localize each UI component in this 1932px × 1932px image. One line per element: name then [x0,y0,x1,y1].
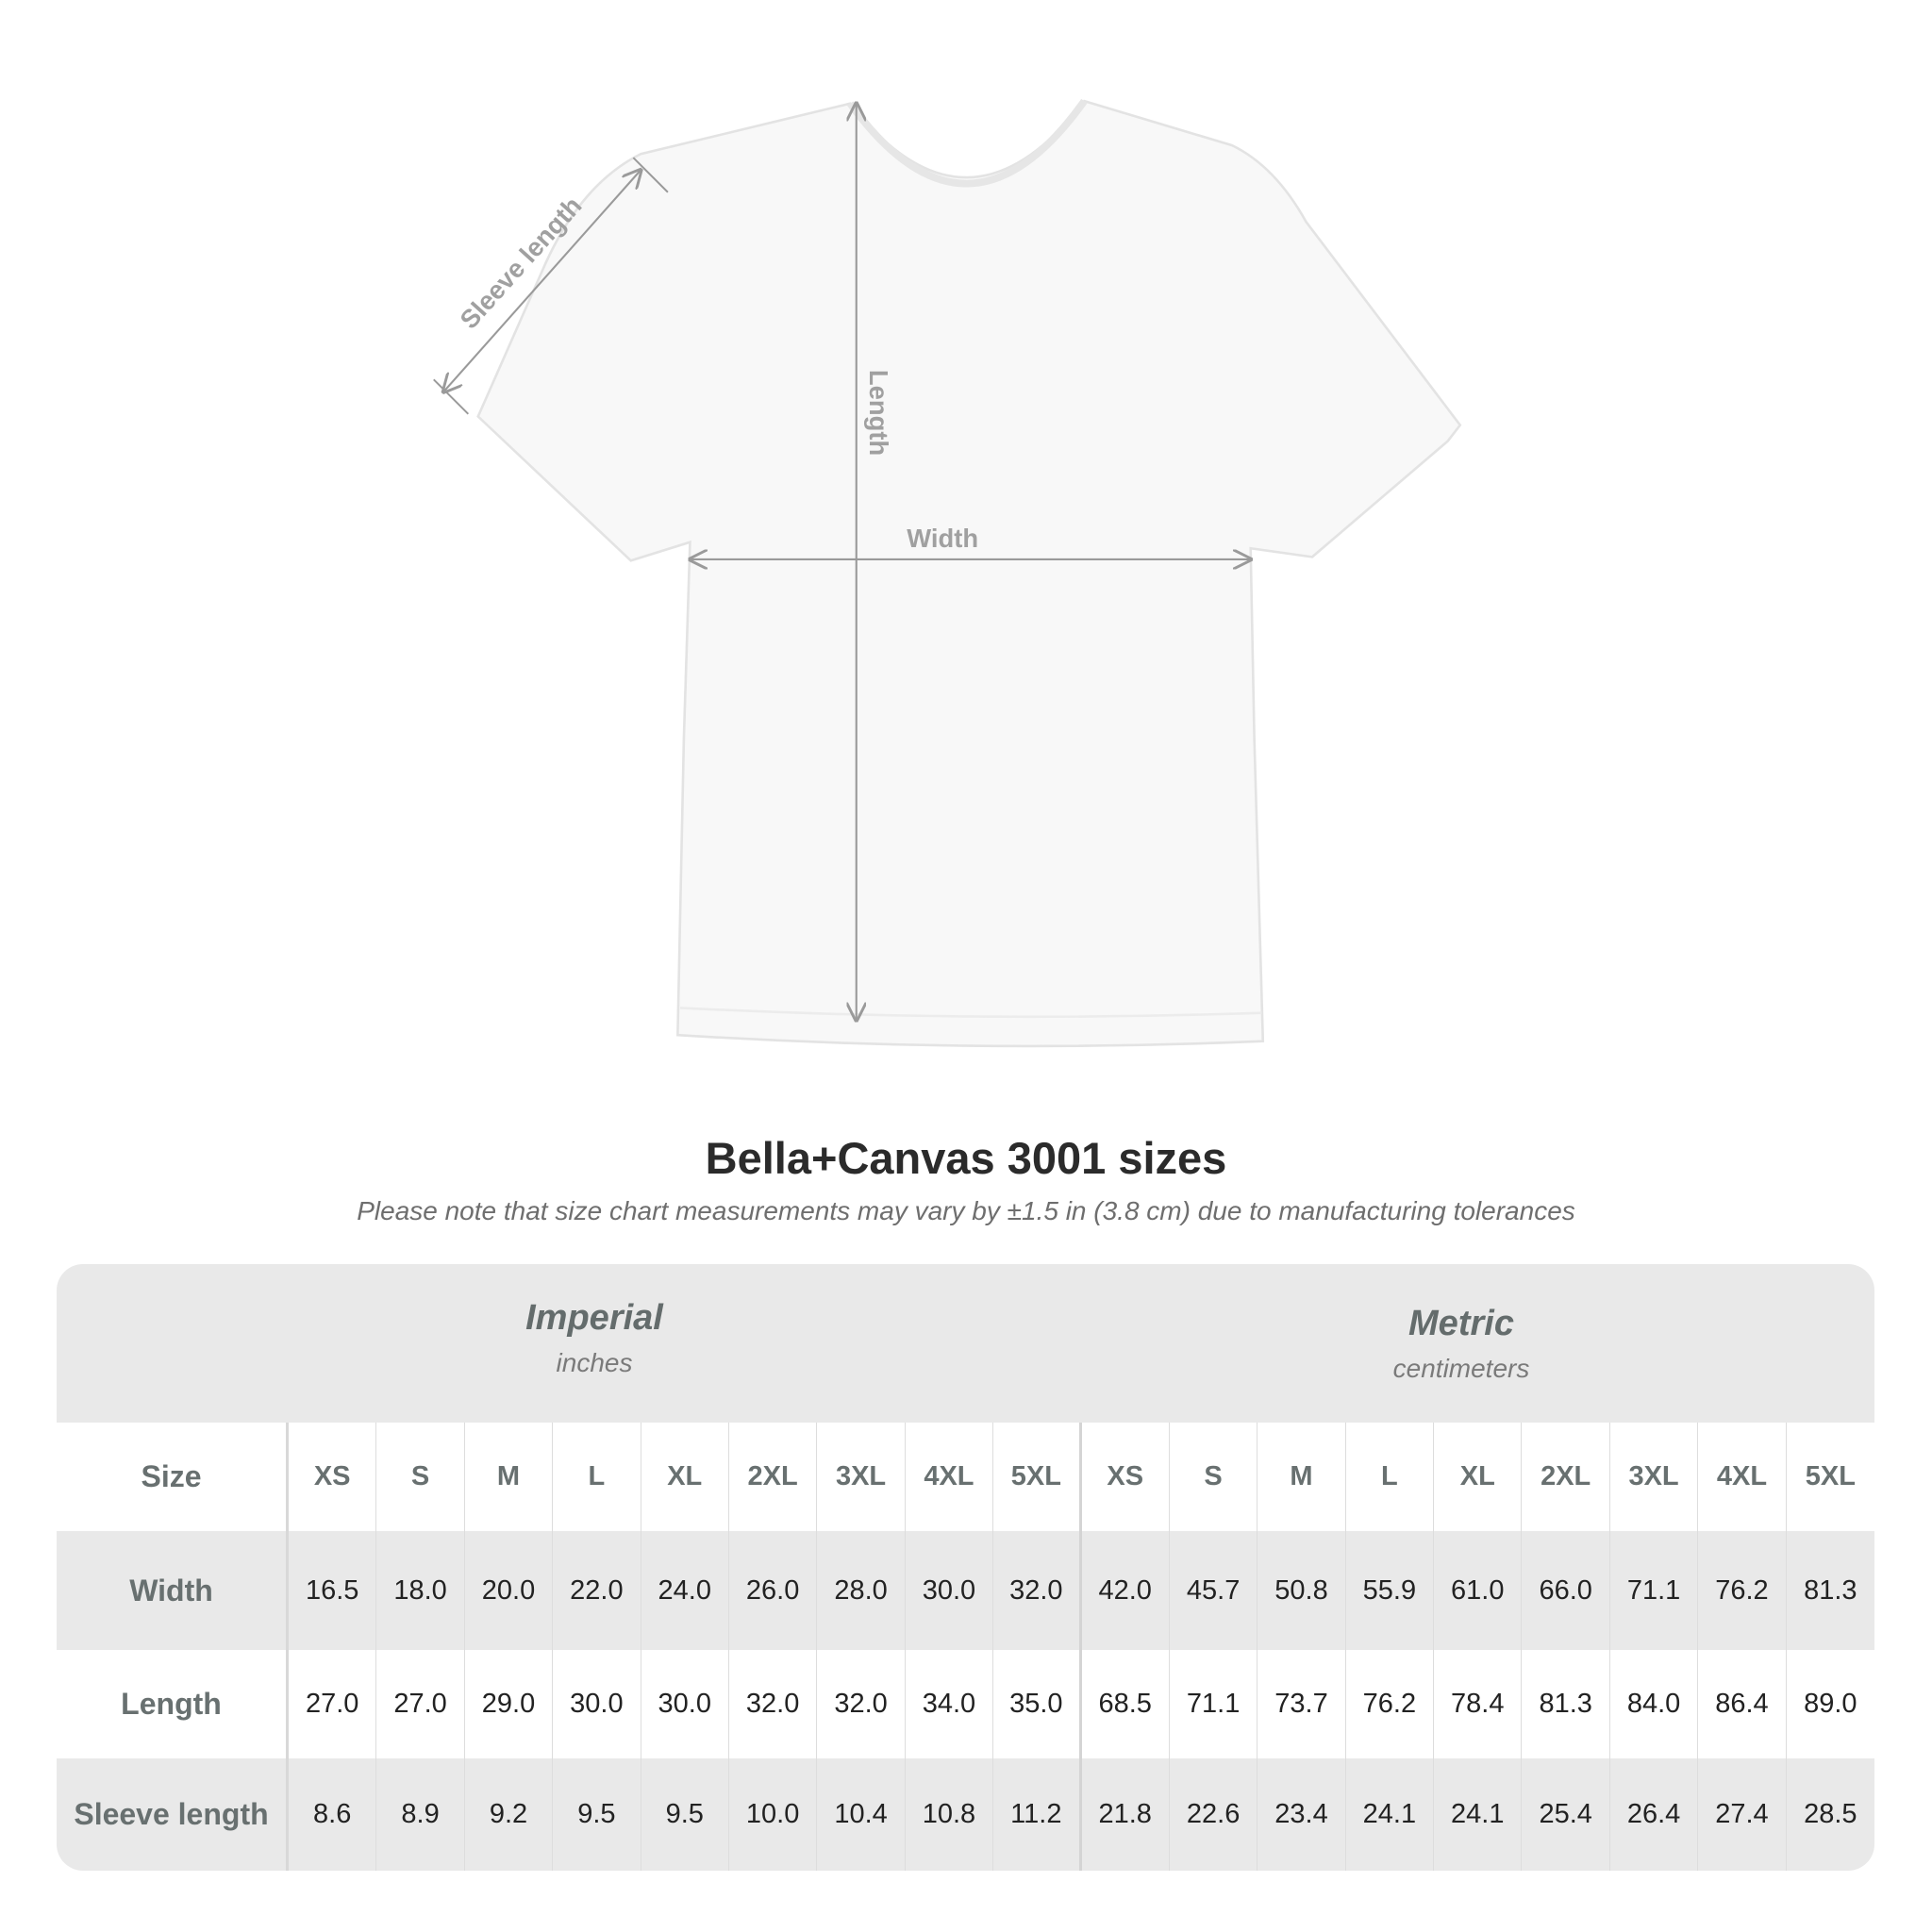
imperial-value-cell: 29.0 [465,1650,554,1758]
tshirt-collar [847,98,1088,188]
row-label: Width [57,1531,289,1650]
metric-size-header: 4XL [1698,1423,1787,1531]
imperial-value-cell: 34.0 [906,1650,994,1758]
metric-value-cell: 68.5 [1082,1650,1170,1758]
metric-value-cell: 42.0 [1082,1531,1170,1650]
row-label: Sleeve length [57,1758,289,1871]
imperial-value-cell: 20.0 [465,1531,554,1650]
imperial-value-cell: 32.0 [817,1650,906,1758]
metric-value-cell: 84.0 [1610,1650,1699,1758]
metric-size-header: L [1346,1423,1435,1531]
imperial-value-cell: 30.0 [553,1650,641,1758]
metric-title: Metric [1408,1304,1514,1343]
metric-value-cell: 45.7 [1170,1531,1258,1650]
length-label: Length [864,370,893,456]
metric-value-cell: 21.8 [1082,1758,1170,1871]
sleeve-tick-start [433,378,470,415]
metric-value-cell: 76.2 [1698,1531,1787,1650]
imperial-value-cell: 35.0 [993,1650,1082,1758]
table-row: Width 16.5 18.0 20.0 22.0 24.0 26.0 28.0 30.0 32.… [57,1531,1874,1650]
imperial-size-header: 3XL [817,1423,906,1531]
sleeve-tick-end [632,157,669,193]
metric-value-cell: 71.1 [1610,1531,1699,1650]
imperial-value-cell: 9.5 [641,1758,729,1871]
size-header-row: Size XS S M L XL 2XL 3XL 4XL 5XL XS S M L XL 2XL 3XL 4XL 5… [57,1423,1874,1531]
imperial-value-cell: 8.6 [289,1758,377,1871]
metric-value-cell: 28.5 [1804,1799,1857,1829]
metric-size-header: XS [1082,1423,1170,1531]
metric-size-header: 5XL [1805,1461,1856,1491]
imperial-size-header: 5XL [993,1423,1082,1531]
imperial-value-cell: 9.2 [465,1758,554,1871]
metric-size-header: 2XL [1522,1423,1610,1531]
table-row: Sleeve length 8.6 8.9 9.2 9.5 9.5 10.0 10.4 10.8… [57,1758,1874,1871]
imperial-size-header: XS [289,1423,377,1531]
imperial-value-cell: 16.5 [289,1531,377,1650]
metric-value-cell: 89.0 [1804,1689,1857,1719]
metric-value-cell: 24.1 [1434,1758,1523,1871]
row-label: Length [57,1650,289,1758]
imperial-size-header: L [553,1423,641,1531]
metric-value-cell: 81.3 [1804,1574,1857,1606]
imperial-value-cell: 10.4 [817,1758,906,1871]
metric-value-cell: 26.4 [1610,1758,1699,1871]
metric-value-cell: 50.8 [1257,1531,1346,1650]
imperial-size-header: 2XL [729,1423,818,1531]
imperial-value-cell: 30.0 [906,1531,994,1650]
metric-value-cell: 61.0 [1434,1531,1523,1650]
metric-unit: centimeters [1392,1354,1530,1383]
imperial-size-header: S [376,1423,465,1531]
imperial-size-header: M [465,1423,554,1531]
imperial-value-cell: 10.0 [729,1758,818,1871]
metric-value-cell: 76.2 [1346,1650,1435,1758]
metric-size-header: 3XL [1610,1423,1699,1531]
tshirt-hem [679,1007,1262,1019]
imperial-value-cell: 28.0 [817,1531,906,1650]
imperial-value-cell: 27.0 [376,1650,465,1758]
imperial-value-cell: 32.0 [993,1531,1082,1650]
imperial-size-header: XL [641,1423,729,1531]
metric-value-cell: 66.0 [1522,1531,1610,1650]
metric-size-header: XL [1434,1423,1523,1531]
size-label: Size [57,1423,289,1531]
size-table: Imperial inches Metric centimeters Size X… [57,1264,1874,1871]
imperial-value-cell: 18.0 [376,1531,465,1650]
imperial-unit: inches [556,1348,633,1377]
imperial-value-cell: 26.0 [729,1531,818,1650]
tshirt-body [476,99,1462,1048]
metric-value-cell: 78.4 [1434,1650,1523,1758]
metric-value-cell: 73.7 [1257,1650,1346,1758]
imperial-value-cell: 9.5 [553,1758,641,1871]
imperial-value-cell: 8.9 [376,1758,465,1871]
metric-size-header: S [1170,1423,1258,1531]
imperial-value-cell: 32.0 [729,1650,818,1758]
metric-value-cell: 23.4 [1257,1758,1346,1871]
imperial-header: Imperial inches [311,1298,877,1378]
tolerance-note: Please note that size chart measurements… [357,1196,1575,1225]
metric-value-cell: 55.9 [1346,1531,1435,1650]
imperial-value-cell: 22.0 [553,1531,641,1650]
sleeve-arrow [443,170,641,391]
imperial-value-cell: 11.2 [993,1758,1082,1871]
metric-value-cell: 24.1 [1346,1758,1435,1871]
page-title: Bella+Canvas 3001 sizes [705,1133,1227,1183]
metric-value-cell: 27.4 [1698,1758,1787,1871]
imperial-value-cell: 30.0 [641,1650,729,1758]
metric-header: Metric centimeters [1178,1304,1744,1384]
metric-value-cell: 81.3 [1522,1650,1610,1758]
imperial-size-header: 4XL [906,1423,994,1531]
imperial-title: Imperial [525,1298,663,1338]
width-label: Width [907,524,978,553]
metric-value-cell: 86.4 [1698,1650,1787,1758]
imperial-value-cell: 27.0 [289,1650,377,1758]
imperial-value-cell: 24.0 [641,1531,729,1650]
imperial-value-cell: 10.8 [906,1758,994,1871]
metric-value-cell: 71.1 [1170,1650,1258,1758]
metric-value-cell: 22.6 [1170,1758,1258,1871]
metric-value-cell: 25.4 [1522,1758,1610,1871]
table-row: Length 27.0 27.0 29.0 30.0 30.0 32.0 32.0 34.0 35… [57,1650,1874,1758]
metric-size-header: M [1257,1423,1346,1531]
